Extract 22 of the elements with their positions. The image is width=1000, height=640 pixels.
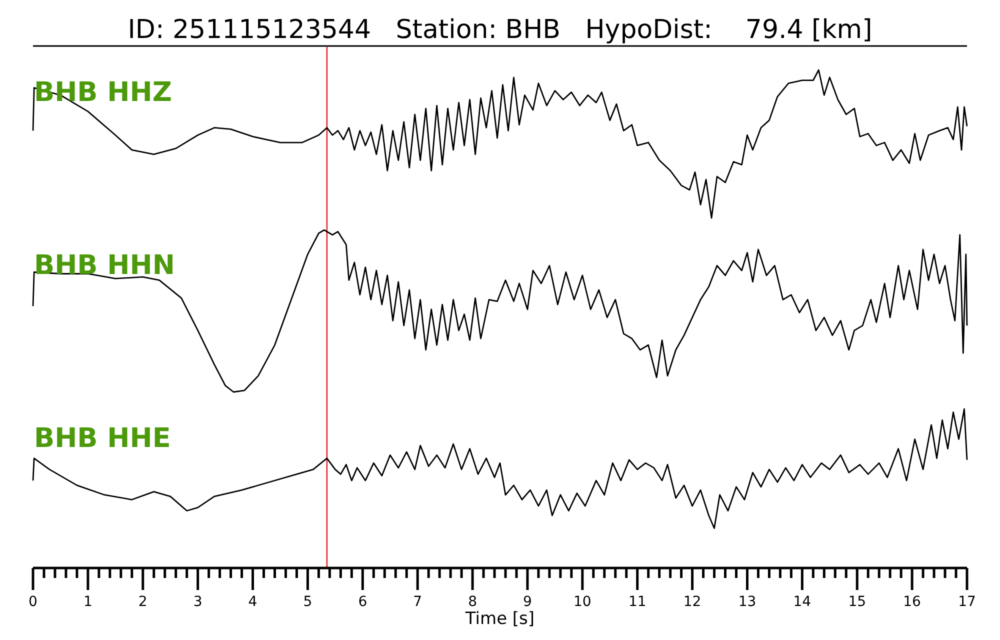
series-label: BHB HHN (34, 250, 175, 281)
x-tick-label: 14 (793, 594, 812, 610)
x-tick-label: 9 (523, 594, 532, 610)
x-tick-label: 13 (738, 594, 756, 610)
x-tick-label: 1 (83, 594, 92, 610)
series-label: BHB HHE (34, 423, 171, 454)
x-tick-label: 6 (358, 594, 368, 610)
x-tick-label: 16 (903, 594, 922, 610)
x-tick-label: 15 (848, 594, 866, 610)
x-tick-label: 11 (628, 594, 646, 610)
x-tick-label: 12 (683, 594, 702, 610)
x-tick-label: 2 (138, 594, 148, 610)
x-tick-label: 8 (468, 594, 477, 610)
x-tick-label: 4 (248, 594, 258, 610)
x-axis-title: Time [s] (464, 609, 535, 629)
x-tick-label: 0 (28, 594, 38, 610)
x-tick-label: 17 (958, 594, 976, 610)
x-tick-label: 10 (574, 594, 592, 610)
x-tick-label: 7 (413, 594, 422, 610)
x-tick-label: 5 (303, 594, 312, 610)
chart-title: ID: 251115123544 Station: BHB HypoDist: 79.4 [km] (128, 15, 872, 45)
x-tick-label: 3 (193, 594, 202, 610)
